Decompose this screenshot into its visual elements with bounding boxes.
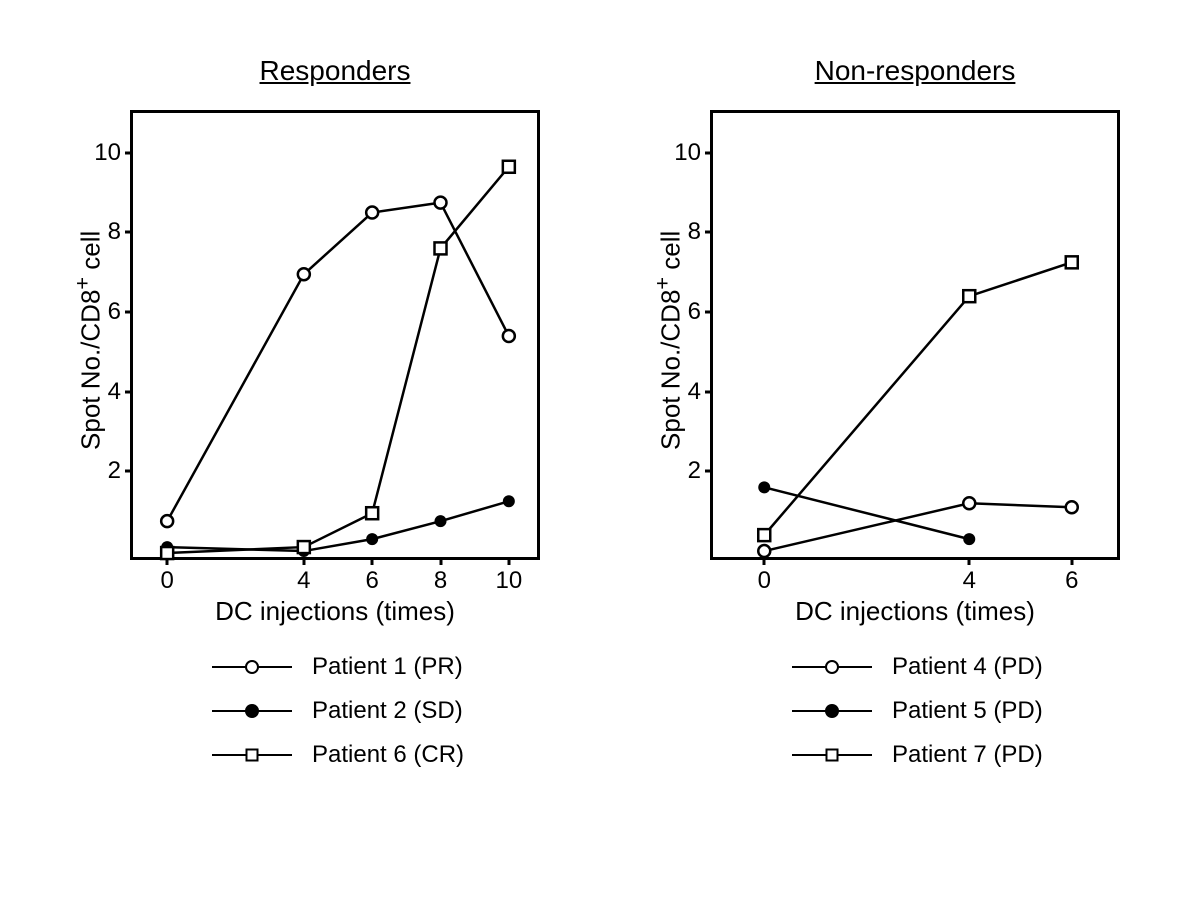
series-line: [167, 167, 509, 553]
y-tick: [125, 311, 133, 314]
y-tick-label: 2: [108, 457, 121, 485]
y-tick-label: 8: [108, 218, 121, 246]
legend-marker-icon: [245, 660, 259, 674]
legend-line-sample: [792, 754, 872, 757]
legend-line-sample: [212, 666, 292, 669]
panel-title: Responders: [130, 55, 540, 87]
y-tick: [705, 151, 713, 154]
series-line: [764, 487, 969, 539]
x-tick-label: 0: [758, 567, 771, 595]
y-tick-label: 10: [674, 139, 701, 167]
y-tick: [125, 390, 133, 393]
x-tick-label: 4: [297, 567, 310, 595]
x-tick-label: 6: [365, 567, 378, 595]
chart-panel: Non-responders246810046Spot No./CD8+ cel…: [710, 110, 1120, 560]
series-line: [167, 203, 509, 522]
legend-item: Patient 2 (SD): [212, 689, 464, 733]
x-tick-label: 0: [160, 567, 173, 595]
legend-label: Patient 1 (PR): [312, 653, 463, 681]
panel-title: Non-responders: [710, 55, 1120, 87]
legend-line-sample: [212, 710, 292, 713]
legend-label: Patient 4 (PD): [892, 653, 1043, 681]
y-axis-label: Spot No./CD8+ cell: [70, 200, 107, 480]
x-tick-label: 10: [495, 567, 522, 595]
legend-marker-icon: [246, 749, 259, 762]
x-tick-label: 8: [434, 567, 447, 595]
y-tick: [705, 231, 713, 234]
plot-area: 246810046Spot No./CD8+ cellDC injections…: [710, 110, 1120, 560]
legend-label: Patient 2 (SD): [312, 697, 463, 725]
legend-item: Patient 6 (CR): [212, 733, 464, 777]
legend-marker-icon: [825, 704, 839, 718]
plot-svg: [713, 113, 1123, 563]
y-axis-label: Spot No./CD8+ cell: [650, 200, 687, 480]
plot-svg: [133, 113, 543, 563]
x-tick-label: 4: [963, 567, 976, 595]
y-tick: [705, 311, 713, 314]
y-tick: [705, 470, 713, 473]
legend-line-sample: [212, 754, 292, 757]
legend: Patient 4 (PD) Patient 5 (PD) Patient 7 (P…: [792, 645, 1043, 777]
y-tick-label: 4: [108, 378, 121, 406]
series-line: [764, 262, 1072, 535]
legend-item: Patient 1 (PR): [212, 645, 464, 689]
x-axis-label: DC injections (times): [713, 596, 1117, 627]
legend: Patient 1 (PR) Patient 2 (SD) Patient 6 (C…: [212, 645, 464, 777]
figure: Responders246810046810Spot No./CD8+ cell…: [0, 0, 1200, 902]
y-tick-label: 2: [688, 457, 701, 485]
legend-line-sample: [792, 710, 872, 713]
legend-marker-icon: [245, 704, 259, 718]
legend-line-sample: [792, 666, 872, 669]
y-tick: [125, 231, 133, 234]
y-tick-label: 4: [688, 378, 701, 406]
y-tick: [705, 390, 713, 393]
y-tick: [125, 470, 133, 473]
legend-item: Patient 4 (PD): [792, 645, 1043, 689]
plot-area: 246810046810Spot No./CD8+ cellDC injecti…: [130, 110, 540, 560]
legend-marker-icon: [825, 660, 839, 674]
y-tick-label: 6: [108, 298, 121, 326]
legend-label: Patient 6 (CR): [312, 741, 464, 769]
legend-item: Patient 5 (PD): [792, 689, 1043, 733]
legend-label: Patient 7 (PD): [892, 741, 1043, 769]
x-axis-label: DC injections (times): [133, 596, 537, 627]
series-line: [167, 501, 509, 551]
chart-panel: Responders246810046810Spot No./CD8+ cell…: [130, 110, 540, 560]
y-tick-label: 10: [94, 139, 121, 167]
legend-label: Patient 5 (PD): [892, 697, 1043, 725]
x-tick-label: 6: [1065, 567, 1078, 595]
legend-item: Patient 7 (PD): [792, 733, 1043, 777]
legend-marker-icon: [826, 749, 839, 762]
y-tick: [125, 151, 133, 154]
y-tick-label: 8: [688, 218, 701, 246]
y-tick-label: 6: [688, 298, 701, 326]
